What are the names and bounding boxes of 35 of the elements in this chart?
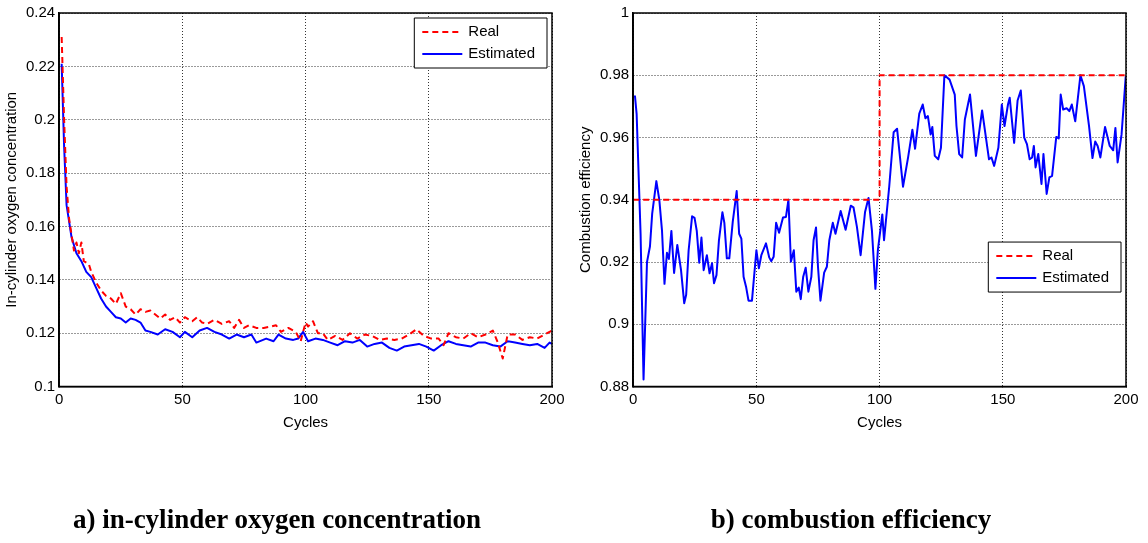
y-tick-label: 0.94 [599,189,630,207]
y-tick-label: 0.24 [25,3,56,21]
x-tick-label: 50 [748,389,765,407]
x-axis-title: Cycles [283,412,329,430]
y-tick-label: 0.96 [599,127,630,145]
x-tick-label: 100 [293,389,319,407]
y-axis-title: In-cylinder oxygen concentration [2,91,20,308]
x-tick-label: 200 [1113,389,1139,407]
y-tick-label: 0.92 [599,252,630,270]
x-tick-label: 0 [629,389,638,407]
y-tick-label: 0.9 [608,314,630,332]
y-tick-label: 0.2 [34,109,56,127]
legend-label: Estimated [1042,268,1110,286]
y-tick-label: 0.12 [25,323,56,341]
x-tick-label: 150 [990,389,1016,407]
text: a) in-cylinder oxygen concentration [72,503,482,534]
y-tick-label: 0.1 [34,376,56,394]
y-tick-label: 0.16 [25,216,56,234]
y-tick-label: 0.88 [599,376,630,394]
y-tick-label: 0.22 [25,56,56,74]
legend-label: Estimated [468,44,536,62]
y-tick-label: 0.14 [25,270,56,287]
x-tick-label: 0 [55,389,64,407]
x-tick-label: 150 [416,389,442,407]
x-tick-label: 50 [174,389,191,407]
y-tick-label: 0.18 [25,163,56,181]
text: b) combustion efficiency [710,503,992,534]
x-tick-label: 200 [539,389,565,407]
legend-label: Real [1042,246,1074,264]
y-axis-title: Combustion efficiency [576,126,594,274]
y-tick-label: 0.98 [599,65,630,83]
x-axis-title: Cycles [857,412,903,430]
x-tick-label: 100 [867,389,893,407]
y-tick-label: 1 [620,3,630,21]
legend-label: Real [468,22,500,40]
